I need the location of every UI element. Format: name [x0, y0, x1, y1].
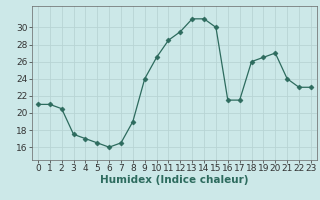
- X-axis label: Humidex (Indice chaleur): Humidex (Indice chaleur): [100, 175, 249, 185]
